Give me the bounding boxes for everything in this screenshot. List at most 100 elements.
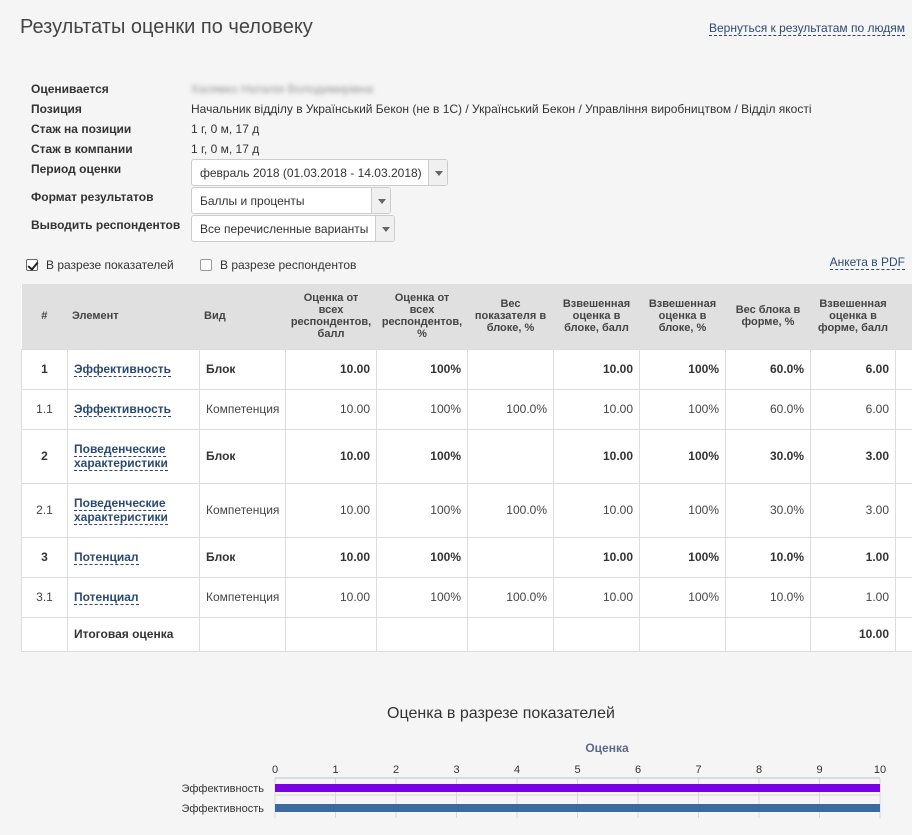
row-block-weight: 30.0% bbox=[725, 428, 811, 484]
row-pct-value: 100% bbox=[430, 550, 461, 564]
col-header-block-weight-form: Вес блока в форме, % bbox=[725, 284, 811, 349]
table-row: 1.1 Эффективность Компетенция 10.00 100% 100.… bbox=[21, 388, 912, 430]
x-tick-label: 8 bbox=[756, 764, 762, 776]
row-block-weight-value: 60.0% bbox=[769, 362, 804, 376]
total-row: Итоговая оценка 10.00 bbox=[21, 616, 912, 652]
row-pct: 100% bbox=[376, 576, 468, 618]
row-pct-value: 100% bbox=[430, 503, 461, 517]
col-header-kind: Вид bbox=[199, 284, 286, 349]
row-form-score-value: 1.00 bbox=[865, 590, 889, 604]
chevron-down-icon[interactable] bbox=[428, 160, 447, 185]
row-weighted-pct: 100% bbox=[639, 348, 726, 390]
period-select[interactable]: февраль 2018 (01.03.2018 - 14.03.2018) bbox=[191, 159, 448, 186]
row-kind-value: Блок bbox=[206, 449, 236, 463]
row-kind-value: Блок bbox=[206, 362, 236, 376]
row-num-value: 2.1 bbox=[36, 503, 53, 517]
row-kind: Компетенция bbox=[199, 388, 286, 430]
format-select[interactable]: Баллы и проценты bbox=[191, 187, 391, 214]
row-score: 10.00 bbox=[285, 482, 377, 538]
respondents-label: Выводить респондентов bbox=[31, 218, 181, 232]
total-empty-cell bbox=[553, 616, 640, 652]
element-link[interactable]: Поведенческие характеристики bbox=[74, 442, 168, 471]
back-to-results-link[interactable]: Вернуться к результатам по людям bbox=[708, 21, 905, 36]
row-weighted-score: 10.00 bbox=[553, 388, 640, 430]
row-weighted-score: 10.00 bbox=[553, 482, 640, 538]
row-weight: 100.0% bbox=[467, 388, 554, 430]
checkbox-unchecked-icon[interactable] bbox=[200, 259, 212, 271]
format-select-value: Баллы и проценты bbox=[200, 194, 305, 208]
tenure-position-value: 1 г, 0 м, 17 д bbox=[191, 122, 260, 136]
checkbox-checked-icon[interactable] bbox=[26, 259, 38, 271]
element-link[interactable]: Потенциал bbox=[74, 590, 139, 605]
total-value: 10.00 bbox=[810, 616, 896, 652]
total-empty-cell bbox=[21, 616, 68, 652]
row-block-weight-value: 30.0% bbox=[769, 503, 804, 517]
total-empty-cell bbox=[895, 616, 912, 652]
row-block-weight-value: 10.0% bbox=[769, 550, 804, 564]
table-row: 2 Поведенческие характеристики Блок 10.00 10… bbox=[21, 428, 912, 484]
chevron-down-icon[interactable] bbox=[371, 188, 390, 213]
row-form-score-value: 6.00 bbox=[865, 362, 889, 376]
row-form-score-value: 6.00 bbox=[865, 402, 889, 416]
element-link[interactable]: Поведенческие характеристики bbox=[74, 496, 168, 525]
total-empty-cell bbox=[639, 616, 726, 652]
by-respondents-label: В разрезе респондентов bbox=[220, 258, 357, 272]
row-num-value: 1.1 bbox=[36, 402, 53, 416]
page-title: Результаты оценки по человеку bbox=[20, 16, 313, 38]
row-form-score: 1.00 bbox=[810, 576, 896, 618]
row-score: 10.00 bbox=[285, 348, 377, 390]
position-label: Позиция bbox=[31, 102, 82, 116]
period-select-value: февраль 2018 (01.03.2018 - 14.03.2018) bbox=[200, 166, 422, 180]
bar bbox=[275, 784, 880, 792]
indicators-bar-chart: Оценка 0 1 2 3 4 5 6 7 8 9 10 Эффективность Эффективн… bbox=[181, 741, 886, 818]
row-block-weight: 10.0% bbox=[725, 536, 811, 578]
row-pct-value: 100% bbox=[430, 590, 461, 604]
row-pct-value: 100% bbox=[430, 402, 461, 416]
respondents-select-value: Все перечисленные варианты bbox=[200, 222, 369, 236]
element-link[interactable]: Эффективность bbox=[74, 362, 172, 377]
x-tick-label: 6 bbox=[635, 764, 641, 776]
row-form-score-value: 3.00 bbox=[865, 449, 889, 463]
row-kind: Блок bbox=[199, 428, 286, 484]
row-weighted-score-value: 10.00 bbox=[602, 590, 633, 604]
by-indicators-label: В разрезе показателей bbox=[46, 258, 174, 272]
by-respondents-checkbox[interactable]: В разрезе респондентов bbox=[200, 258, 356, 272]
total-empty-cell bbox=[725, 616, 811, 652]
row-weight-value: 100.0% bbox=[506, 590, 547, 604]
row-pct: 100% bbox=[376, 348, 468, 390]
row-weighted-score-value: 10.00 bbox=[602, 449, 633, 463]
chevron-down-icon[interactable] bbox=[375, 216, 394, 241]
row-weighted-score-value: 10.00 bbox=[602, 402, 633, 416]
row-extra bbox=[895, 576, 912, 618]
row-num-value: 3.1 bbox=[36, 590, 53, 604]
row-extra bbox=[895, 428, 912, 484]
row-kind-value: Блок bbox=[206, 550, 236, 564]
x-tick-label: 2 bbox=[393, 764, 399, 776]
row-weighted-pct: 100% bbox=[639, 536, 726, 578]
y-category-label: Эффективность bbox=[181, 783, 264, 795]
row-score: 10.00 bbox=[285, 576, 377, 618]
col-header-score-all-pct: Оценка от всех респондентов, % bbox=[376, 284, 468, 349]
row-element: Поведенческие характеристики bbox=[67, 482, 200, 538]
table-row: 3.1 Потенциал Компетенция 10.00 100% 100.0% 10… bbox=[21, 576, 912, 618]
x-tick-label: 1 bbox=[332, 764, 338, 776]
pdf-form-link[interactable]: Анкета в PDF bbox=[829, 255, 905, 270]
row-weighted-score-value: 10.00 bbox=[602, 362, 633, 376]
x-tick-label: 5 bbox=[574, 764, 580, 776]
table-row: 1 Эффективность Блок 10.00 100% 10.00 100% 60.0… bbox=[21, 348, 912, 390]
row-kind: Компетенция bbox=[199, 576, 286, 618]
row-weight-value: 100.0% bbox=[506, 402, 547, 416]
row-weight-value: 100.0% bbox=[506, 503, 547, 517]
element-link[interactable]: Потенциал bbox=[74, 550, 139, 565]
row-score-value: 10.00 bbox=[339, 550, 370, 564]
element-link[interactable]: Эффективность bbox=[74, 402, 172, 417]
row-weight: 100.0% bbox=[467, 576, 554, 618]
row-form-score: 6.00 bbox=[810, 388, 896, 430]
row-form-score: 6.00 bbox=[810, 348, 896, 390]
row-num: 3.1 bbox=[21, 576, 68, 618]
row-weighted-pct-value: 100% bbox=[688, 503, 719, 517]
respondents-select[interactable]: Все перечисленные варианты bbox=[191, 215, 395, 242]
row-kind-value: Компетенция bbox=[206, 503, 280, 517]
row-pct-value: 100% bbox=[430, 449, 461, 463]
by-indicators-checkbox[interactable]: В разрезе показателей bbox=[26, 258, 174, 272]
